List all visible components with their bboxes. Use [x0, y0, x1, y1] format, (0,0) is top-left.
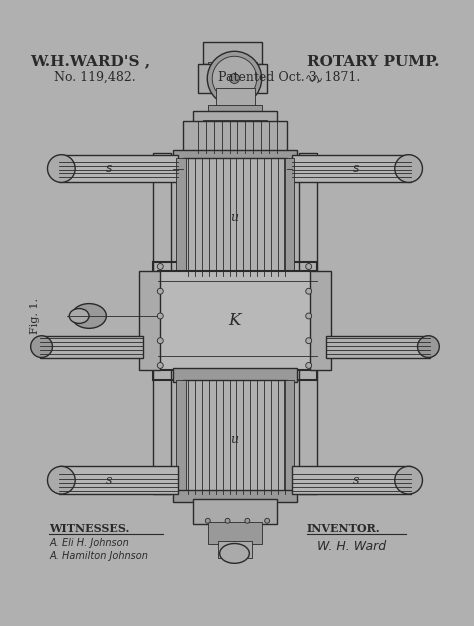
Bar	[310, 272, 331, 371]
Bar	[183, 380, 287, 494]
Bar	[59, 466, 178, 494]
Bar	[203, 120, 267, 128]
Ellipse shape	[229, 74, 239, 83]
Text: WITNESSES.: WITNESSES.	[49, 523, 130, 533]
Bar	[183, 158, 287, 277]
Text: K: K	[228, 312, 241, 329]
Ellipse shape	[157, 264, 163, 269]
Bar	[203, 42, 262, 64]
Ellipse shape	[418, 336, 439, 357]
Ellipse shape	[264, 518, 270, 523]
Bar	[176, 158, 186, 277]
Text: ROTARY PUMP.: ROTARY PUMP.	[307, 54, 439, 69]
Text: No. 119,482.: No. 119,482.	[55, 71, 136, 83]
Ellipse shape	[219, 543, 249, 563]
Ellipse shape	[395, 155, 422, 182]
Bar	[176, 380, 186, 494]
Bar	[208, 105, 262, 113]
Ellipse shape	[69, 309, 89, 324]
Ellipse shape	[225, 518, 230, 523]
Bar	[173, 369, 297, 382]
Text: s: s	[353, 162, 359, 175]
Bar	[193, 499, 277, 524]
Ellipse shape	[306, 362, 311, 369]
Bar	[193, 111, 277, 123]
Text: u: u	[230, 433, 238, 446]
Bar	[299, 153, 317, 494]
Bar	[216, 88, 255, 108]
Ellipse shape	[212, 56, 257, 101]
Text: s: s	[353, 474, 359, 486]
Ellipse shape	[72, 304, 106, 328]
Ellipse shape	[205, 518, 210, 523]
Bar	[292, 155, 410, 182]
Text: s: s	[106, 474, 112, 486]
Ellipse shape	[157, 338, 163, 344]
Bar	[327, 336, 430, 357]
Text: A. Hamilton Johnson: A. Hamilton Johnson	[49, 552, 148, 562]
Text: u: u	[230, 210, 238, 223]
Bar	[173, 150, 297, 160]
Bar	[284, 380, 294, 494]
Bar	[198, 64, 267, 93]
Text: Patented Oct. 3, 1871.: Patented Oct. 3, 1871.	[218, 71, 360, 83]
Ellipse shape	[245, 518, 250, 523]
Bar	[59, 155, 178, 182]
Bar	[183, 121, 287, 153]
Bar	[154, 153, 171, 494]
Bar	[213, 64, 228, 71]
Text: INVENTOR.: INVENTOR.	[307, 523, 380, 533]
Ellipse shape	[157, 288, 163, 294]
Ellipse shape	[395, 466, 422, 494]
Bar	[173, 490, 297, 502]
Ellipse shape	[306, 313, 311, 319]
Ellipse shape	[306, 338, 311, 344]
Bar	[208, 521, 262, 543]
Text: Fig. 1.: Fig. 1.	[30, 298, 40, 334]
Bar	[154, 262, 317, 380]
Bar	[284, 158, 294, 277]
Bar	[138, 272, 160, 371]
Text: A. Eli H. Johnson: A. Eli H. Johnson	[49, 538, 129, 548]
Bar	[218, 541, 252, 558]
Bar	[208, 62, 257, 66]
Text: s: s	[106, 162, 112, 175]
Bar	[158, 272, 317, 371]
Text: W. H. Ward: W. H. Ward	[317, 540, 386, 553]
Text: W.H.WARD'S ,: W.H.WARD'S ,	[30, 54, 150, 69]
Ellipse shape	[306, 288, 311, 294]
Ellipse shape	[157, 362, 163, 369]
Bar	[252, 64, 267, 71]
Bar	[292, 466, 410, 494]
Ellipse shape	[157, 313, 163, 319]
Ellipse shape	[207, 51, 262, 106]
Bar	[39, 336, 144, 357]
Ellipse shape	[47, 155, 75, 182]
Ellipse shape	[306, 264, 311, 269]
Ellipse shape	[47, 466, 75, 494]
Ellipse shape	[31, 336, 53, 357]
